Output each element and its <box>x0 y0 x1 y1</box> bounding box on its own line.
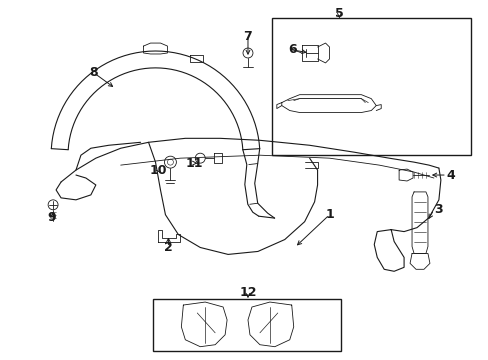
Text: 3: 3 <box>433 203 442 216</box>
Text: 12: 12 <box>239 285 256 299</box>
Text: 8: 8 <box>89 66 98 79</box>
Bar <box>271 18 470 155</box>
Text: 10: 10 <box>149 163 167 176</box>
Text: 5: 5 <box>334 7 343 20</box>
Text: 4: 4 <box>446 168 455 181</box>
Text: 2: 2 <box>164 241 172 254</box>
Text: 7: 7 <box>243 30 252 42</box>
Bar <box>152 299 341 351</box>
Text: 9: 9 <box>48 211 56 224</box>
Text: 1: 1 <box>325 208 333 221</box>
Text: 11: 11 <box>185 157 203 170</box>
Text: 6: 6 <box>287 42 296 55</box>
